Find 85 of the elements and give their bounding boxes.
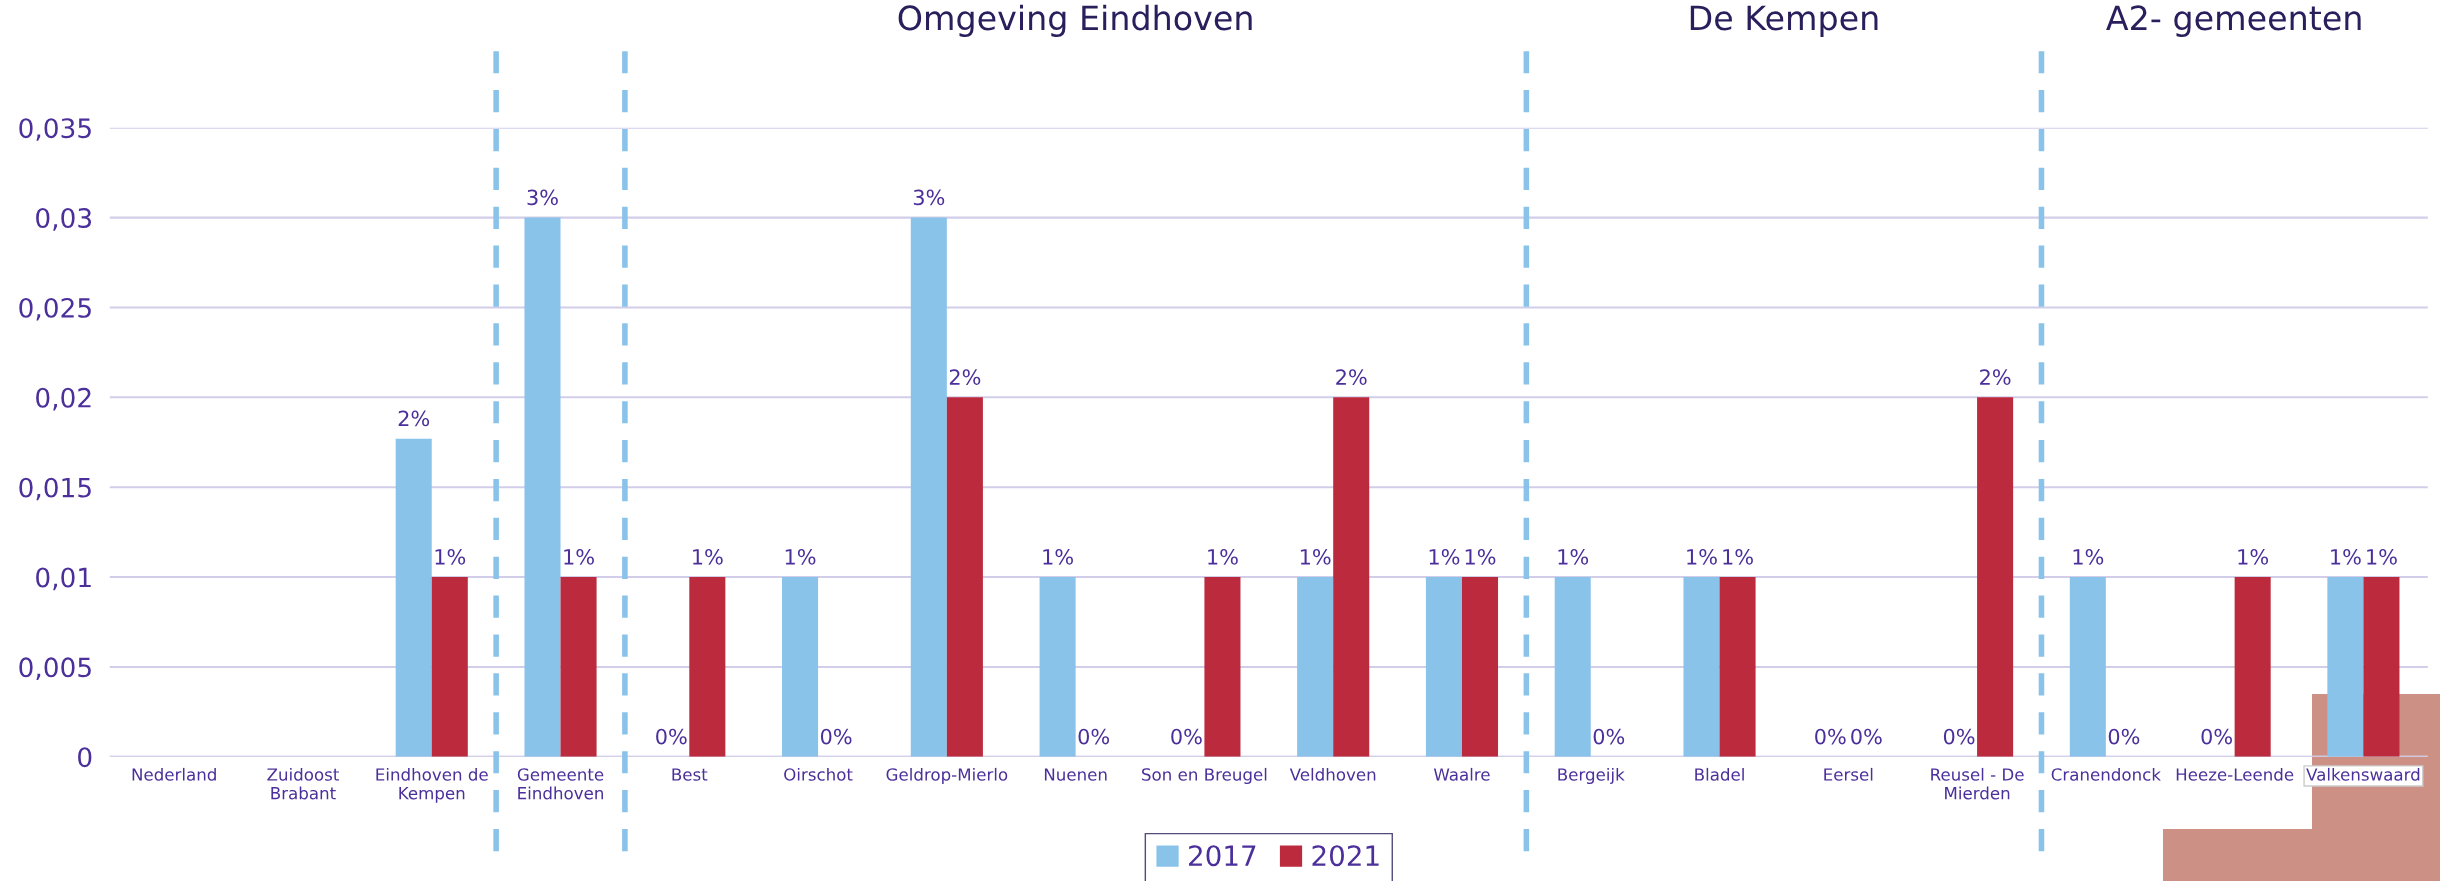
data-label: 0% [2201,728,2232,745]
data-label: 2% [1336,369,1367,385]
bar [2327,577,2364,757]
data-label: 1% [1208,548,1238,565]
data-label: 1% [1429,548,1460,565]
x-tick-label: Bladel [1695,767,1744,781]
x-tick-label: Gemeente Eindhoven [517,768,604,800]
data-label: 3% [527,189,558,206]
bar [2363,577,2400,757]
data-label: 1% [1465,548,1496,565]
data-label: 1% [1558,548,1589,565]
bar [395,438,432,757]
text: A2- gemeenten [2106,5,2361,37]
data-label: 0% [820,728,852,745]
bar [560,577,597,757]
bar [689,577,726,757]
data-label: 0% [2108,728,2140,745]
data-label: 1% [693,548,723,565]
bar [2234,577,2271,757]
bar [524,217,561,757]
data-label: 3% [913,189,945,206]
x-tick-label: Oirschot [784,767,853,781]
bar [1333,397,1370,757]
x-tick-label: Reusel - De Mierden [1931,767,2024,800]
x-tick-label: Veldhoven [1289,767,1376,781]
data-label: 0% [1943,728,1975,745]
bar [910,217,947,757]
data-label: 1% [2331,548,2361,565]
data-label: 1% [2238,548,2269,565]
y-tick-label: 0 [78,747,92,768]
data-label: 1% [564,548,594,565]
x-tick-label: Valkenswaard [2306,767,2420,781]
data-label: 0% [656,728,687,745]
data-label: 0% [1815,728,1846,745]
x-tick-label: Best [672,768,708,781]
x-tick-label: Eersel [1824,767,1873,781]
y-tick-label: 0,03 [36,208,92,231]
bar [1554,577,1591,757]
legend-label: 2021 [1312,845,1379,867]
data-label: 1% [2073,548,2104,565]
x-tick-label: Son en Breugel [1142,767,1267,785]
data-label: 0% [1171,728,1202,745]
data-label: 1% [435,548,466,565]
data-label: 1% [2367,548,2397,565]
x-tick-label: Geldrop-Mierlo [886,767,1008,785]
data-label: 2% [1980,369,2011,385]
bar [431,577,468,757]
text: Omgeving Eindhoven [898,4,1252,37]
data-label: 0% [1078,728,1110,745]
data-label: 2% [398,410,430,427]
bar [1683,577,1720,757]
x-tick-label: Nederland [132,767,216,781]
data-label: 1% [1687,548,1717,565]
x-tick-label: Eindhoven de Kempen [376,767,488,803]
data-label: 0% [1851,728,1882,745]
bar [1039,577,1076,757]
bar [2069,577,2106,757]
text: De Kempen [1690,5,1878,37]
bar [1977,397,2014,757]
data-label: 2% [949,369,981,385]
bar [1297,577,1334,757]
bar [1204,577,1241,757]
y-tick-label: 0,035 [19,118,91,141]
data-label: 1% [785,548,816,565]
x-tick-label: Nuenen [1044,768,1107,781]
bar [1719,577,1756,757]
bar [1461,577,1499,757]
x-tick-label: Waalre [1433,767,1490,781]
y-tick-label: 0,02 [36,387,91,411]
data-label: 1% [1043,548,1073,565]
y-tick-label: 0,025 [19,297,91,321]
bar [1425,577,1462,757]
legend-label: 2017 [1189,845,1256,867]
data-label: 1% [1300,548,1331,565]
x-tick-label: Heeze-Leende [2176,767,2294,781]
x-tick-label: Cranendonck [2051,767,2161,781]
bar [782,577,819,757]
y-tick-label: 0,005 [19,657,91,681]
x-tick-label: Bergeijk [1558,767,1625,785]
x-tick-label: Zuidoost Brabant [267,767,339,800]
y-tick-label: 0,015 [19,477,91,501]
data-label: 0% [1593,728,1625,745]
bar [946,397,983,757]
y-tick-label: 0,01 [36,567,91,591]
data-label: 1% [1723,548,1753,565]
